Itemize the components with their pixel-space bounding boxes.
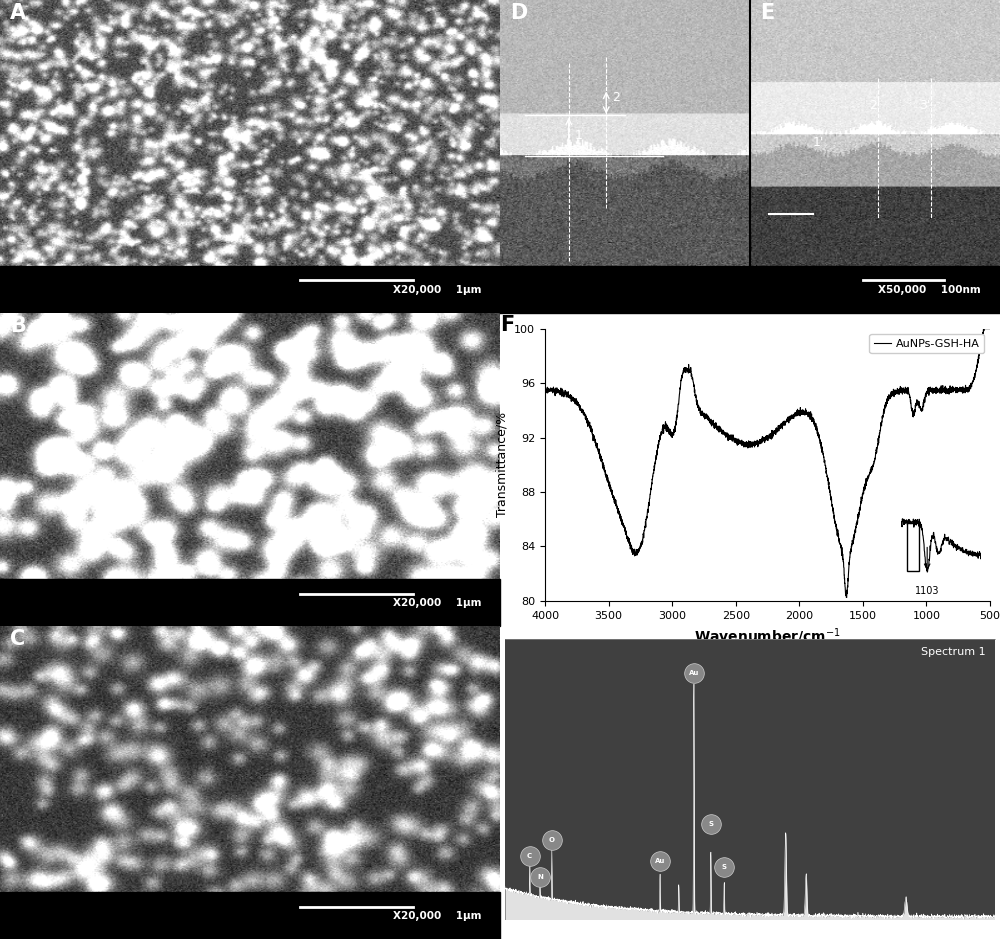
Text: C: C: [527, 853, 532, 859]
Text: C: C: [10, 629, 25, 649]
Point: [703, 816, 719, 831]
Text: B: B: [10, 316, 26, 335]
Text: Au: Au: [655, 858, 665, 864]
Point: [716, 859, 732, 874]
Text: Au: Au: [689, 670, 699, 676]
Text: S: S: [708, 821, 713, 826]
Text: E: E: [760, 3, 774, 23]
Text: D: D: [510, 3, 527, 23]
Text: 3': 3': [919, 100, 930, 113]
Y-axis label: Transmittance/%: Transmittance/%: [496, 412, 509, 517]
Bar: [907, 523, 919, 571]
Text: 1': 1': [812, 136, 824, 149]
Text: O: O: [549, 837, 555, 842]
Bar: [0, 266, 500, 313]
Text: 1: 1: [575, 129, 583, 142]
Text: X20,000    1μm: X20,000 1μm: [393, 911, 481, 921]
Text: A: A: [10, 3, 26, 23]
Text: Spectrum 1: Spectrum 1: [921, 647, 985, 657]
X-axis label: Wavenumber/cm$^{-1}$: Wavenumber/cm$^{-1}$: [694, 626, 841, 646]
Point: [544, 832, 560, 847]
Text: 2': 2': [869, 100, 880, 113]
Legend: AuNPs-GSH-HA: AuNPs-GSH-HA: [869, 334, 984, 353]
Bar: [0, 579, 500, 626]
Point: [532, 870, 548, 885]
Text: S: S: [722, 864, 727, 870]
Text: F: F: [501, 316, 515, 335]
Text: 2: 2: [612, 91, 620, 104]
Point: [686, 666, 702, 681]
Text: X20,000    1μm: X20,000 1μm: [393, 598, 481, 608]
Text: X20,000    1μm: X20,000 1μm: [393, 285, 481, 295]
Bar: [0, 892, 500, 939]
Point: [522, 848, 538, 863]
Point: [652, 854, 668, 869]
Text: X50,000    100nm: X50,000 100nm: [879, 285, 981, 295]
Text: N: N: [537, 874, 543, 880]
Bar: [500, 266, 1000, 313]
